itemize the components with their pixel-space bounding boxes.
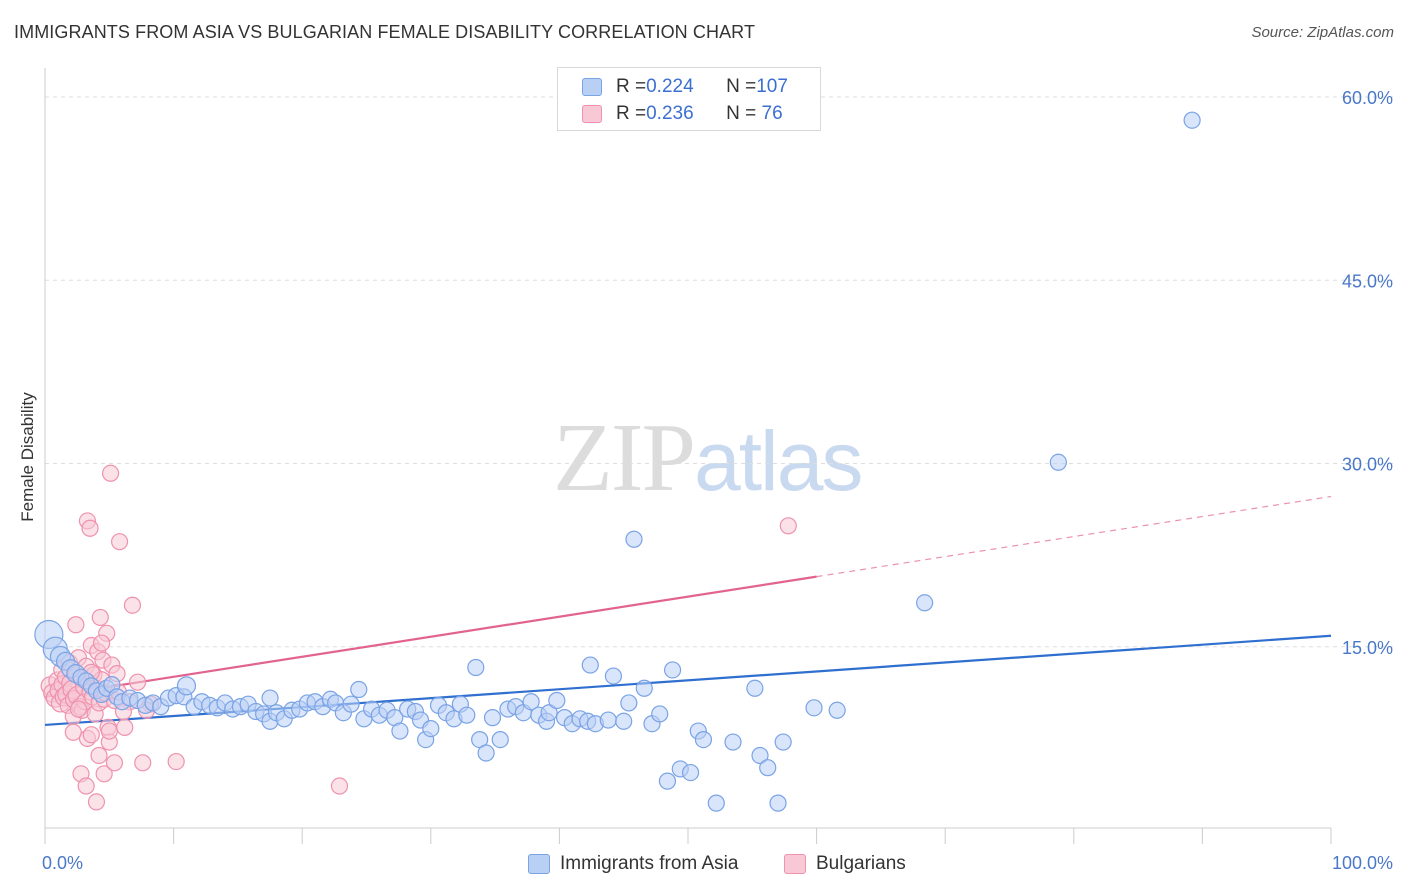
point-bulgarians-73 [330,777,349,795]
point-asia-85 [615,712,633,730]
legend-row-asia: R = 0.224 N = 107 [582,74,788,100]
point-asia-23 [176,676,197,696]
point-asia-47 [350,680,368,699]
point-asia-101 [759,759,777,777]
point-asia-64 [467,658,485,677]
y-axis-title: Female Disability [18,392,37,522]
y-tick-label-45: 45.0% [1342,271,1393,291]
legend-swatch-bulgarians [784,854,806,874]
point-bulgarians-48 [116,718,134,736]
point-asia-92 [663,661,682,679]
correlation-legend: R = 0.224 N = 107 R = 0.236 N = 76 [557,67,821,131]
legend-r-value: 0.236 [646,103,694,124]
legend-row-bulgarians: R = 0.236 N = 76 [582,101,783,127]
legend-item-asia: Immigrants from Asia [528,851,738,877]
legend-r-value: 0.224 [646,76,694,97]
point-asia-46 [342,695,360,713]
point-bulgarians-59 [95,765,113,783]
trend-line-1 [44,575,817,698]
y-tick-label-30: 30.0% [1342,455,1393,475]
point-bulgarians-66 [81,519,99,537]
trend-line-extension-1 [816,495,1332,578]
point-bulgarians-64 [64,723,82,741]
axes [44,68,1332,844]
legend-swatch-bulgarians [582,105,602,123]
data-points [34,111,1201,812]
point-bulgarians-68 [92,634,111,652]
point-bulgarians-36 [91,608,109,627]
point-asia-67 [483,709,502,727]
point-bulgarians-47 [110,533,129,551]
legend-n-label: N = [726,76,757,97]
point-asia-86 [620,694,638,712]
legend-label-asia: Immigrants from Asia [560,853,739,874]
point-bulgarians-55 [77,777,95,795]
legend-r-label: R = [616,103,647,124]
point-bulgarians-60 [100,722,118,740]
point-asia-84 [604,667,623,685]
point-bulgarians-58 [90,746,108,765]
point-asia-81 [581,656,599,674]
trend-lines [44,495,1332,727]
point-bulgarians-57 [87,793,106,811]
point-asia-97 [707,794,725,812]
point-bulgarians-74 [779,517,797,535]
grid-lines [45,96,1393,648]
point-asia-72 [522,693,540,711]
point-asia-102 [769,794,787,812]
point-bulgarians-62 [69,700,88,718]
x-tick-label-100: 100.0% [1332,853,1393,873]
legend-label-bulgarians: Bulgarians [816,853,906,874]
chart-title: IMMIGRANTS FROM ASIA VS BULGARIAN FEMALE… [14,22,756,42]
point-asia-83 [599,711,617,729]
y-tick-label-15: 15.0% [1342,638,1393,658]
point-bulgarians-56 [82,726,100,744]
legend-n-label: N = [726,103,757,124]
point-bulgarians-50 [123,596,142,614]
point-bulgarians-52 [134,754,152,772]
point-asia-104 [805,699,823,717]
point-asia-107 [1049,453,1067,471]
point-asia-99 [751,746,769,765]
legend-swatch-asia [582,78,602,96]
point-asia-68 [491,730,509,749]
point-bulgarians-51 [128,673,147,691]
legend-r-label: R = [616,76,647,97]
legend-item-bulgarians: Bulgarians [784,851,906,877]
point-asia-105 [828,701,846,719]
tick-labels: 15.0% 30.0% 45.0% 60.0% 0.0% 100.0% [42,88,1393,873]
point-bulgarians-72 [167,752,185,771]
point-asia-63 [458,706,476,724]
point-asia-87 [625,530,643,548]
point-asia-94 [681,763,700,782]
legend-swatch-asia [528,854,550,874]
x-tick-label-0: 0.0% [42,853,83,873]
point-asia-66 [477,744,495,762]
legend-n-value: 107 [756,76,788,97]
point-asia-76 [548,691,566,710]
point-bulgarians-61 [105,754,124,772]
point-asia-88 [635,679,653,697]
point-asia-35 [261,689,279,707]
point-asia-75 [540,704,558,722]
point-asia-98 [724,733,742,751]
point-asia-108 [1183,111,1201,129]
point-bulgarians-63 [67,616,85,634]
point-asia-53 [391,722,409,740]
point-asia-58 [422,720,440,738]
legend-n-value: 76 [756,103,783,124]
point-bulgarians-67 [101,464,120,482]
point-asia-90 [651,705,669,723]
point-asia-106 [916,594,934,612]
point-asia-91 [658,772,677,790]
y-tick-label-60: 60.0% [1342,88,1393,108]
source-label: Source: ZipAtlas.com [1251,24,1394,41]
point-asia-100 [746,679,764,697]
point-asia-96 [694,730,713,749]
point-asia-103 [774,733,792,751]
